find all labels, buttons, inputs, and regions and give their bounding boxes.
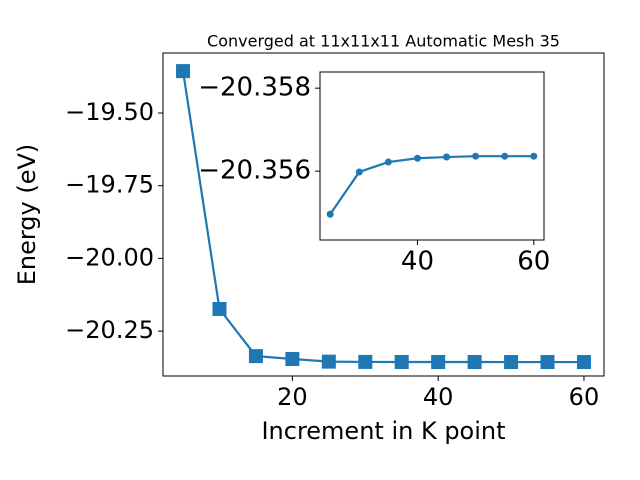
marker (394, 354, 409, 369)
y-tick-label: −20.25 (65, 316, 154, 344)
marker (443, 153, 451, 161)
y-tick-label: −20.358 (198, 73, 311, 103)
x-tick-label: 40 (401, 247, 434, 277)
y-tick-label: −19.50 (65, 98, 154, 126)
marker (504, 355, 519, 370)
marker (472, 152, 480, 160)
marker (358, 354, 373, 369)
y-tick-label: −19.75 (65, 171, 154, 199)
marker (355, 168, 363, 176)
marker (285, 352, 300, 367)
x-tick-label: 40 (423, 383, 454, 411)
x-tick-label: 60 (517, 247, 550, 277)
marker (413, 154, 421, 162)
marker (576, 355, 591, 370)
x-tick-label: 20 (277, 383, 308, 411)
marker (212, 301, 227, 316)
x-axis-label: Increment in K point (261, 417, 505, 445)
marker (467, 355, 482, 370)
marker (321, 354, 336, 369)
y-axis-label: Energy (eV) (13, 144, 41, 286)
marker (530, 152, 538, 160)
marker (384, 158, 392, 166)
y-tick-label: −20.356 (198, 156, 311, 186)
marker (431, 355, 446, 370)
chart-title: Converged at 11x11x11 Automatic Mesh 35 (207, 32, 560, 51)
line (329, 155, 534, 215)
marker (540, 355, 555, 370)
marker (501, 152, 509, 160)
marker (248, 349, 263, 364)
marker (326, 210, 334, 218)
x-tick-label: 60 (569, 383, 600, 411)
y-tick-label: −20.00 (65, 243, 154, 271)
marker (176, 64, 191, 79)
